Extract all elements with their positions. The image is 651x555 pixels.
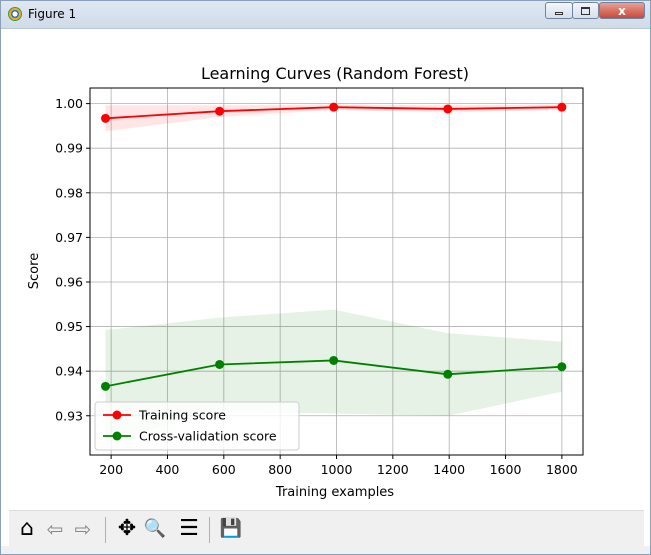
arrow-left-icon: ⇦ bbox=[46, 517, 64, 541]
legend-marker bbox=[112, 410, 122, 420]
minimize-icon bbox=[555, 11, 563, 15]
y-tick-label: 0.96 bbox=[55, 274, 83, 289]
home-icon: ⌂ bbox=[20, 516, 34, 541]
save-button[interactable]: 💾 bbox=[217, 515, 245, 543]
window-title: Figure 1 bbox=[28, 7, 77, 21]
data-point bbox=[557, 102, 567, 112]
y-tick-label: 1.00 bbox=[55, 96, 83, 111]
data-point bbox=[215, 106, 225, 116]
y-tick-label: 0.97 bbox=[55, 230, 83, 245]
zoom-button[interactable]: 🔍 bbox=[141, 515, 169, 543]
x-tick-label: 1600 bbox=[490, 462, 522, 477]
back-button[interactable]: ⇦ bbox=[41, 515, 69, 543]
floppy-disk-icon: 💾 bbox=[219, 518, 243, 539]
close-button[interactable]: x bbox=[599, 2, 645, 19]
home-button[interactable]: ⌂ bbox=[13, 515, 41, 543]
x-tick-label: 200 bbox=[99, 462, 123, 477]
data-point bbox=[329, 355, 339, 365]
configure-subplots-button[interactable]: ☰ bbox=[175, 515, 203, 543]
maximize-icon bbox=[581, 6, 590, 15]
axes: 200 400 600 800 1000 1200 1400 1600 1800 0.93 0.94… bbox=[55, 87, 584, 477]
x-tick-label: 600 bbox=[212, 462, 236, 477]
x-tick-label: 800 bbox=[268, 462, 292, 477]
data-point bbox=[443, 104, 453, 114]
y-tick-label: 0.93 bbox=[55, 408, 83, 423]
learning-curve-chart: 200 400 600 800 1000 1200 1400 1600 1800 0.93 0.94… bbox=[27, 64, 584, 500]
navigation-toolbar: ⌂ ⇦ ⇨ ✥ 🔍 ☰ 💾 bbox=[9, 510, 644, 549]
data-point bbox=[215, 359, 225, 369]
move-icon: ✥ bbox=[117, 516, 137, 541]
chart-title: Learning Curves (Random Forest) bbox=[201, 64, 469, 83]
legend-box bbox=[94, 401, 300, 451]
legend-entry-label: Cross-validation score bbox=[139, 429, 277, 444]
y-axis-label: Score bbox=[27, 253, 42, 289]
arrow-right-icon: ⇨ bbox=[74, 517, 92, 541]
figure-canvas[interactable]: 200 400 600 800 1000 1200 1400 1600 1800 0.93 0.94… bbox=[9, 29, 644, 509]
x-axis-label: Training examples bbox=[275, 485, 394, 500]
grid bbox=[90, 88, 583, 455]
score-bands bbox=[105, 104, 562, 443]
toolbar-separator bbox=[105, 517, 106, 543]
forward-button[interactable]: ⇨ bbox=[69, 515, 97, 543]
x-tick-label: 1200 bbox=[377, 462, 409, 477]
window-bottom-edge bbox=[1, 546, 650, 554]
sliders-icon: ☰ bbox=[179, 516, 199, 541]
y-tick-label: 0.98 bbox=[55, 185, 83, 200]
matplotlib-logo-icon bbox=[8, 7, 22, 21]
data-point bbox=[557, 362, 567, 372]
x-tick-label: 1800 bbox=[546, 462, 578, 477]
x-tick-label: 400 bbox=[156, 462, 180, 477]
pan-button[interactable]: ✥ bbox=[113, 515, 141, 543]
toolbar-separator bbox=[209, 517, 210, 543]
data-point bbox=[100, 113, 110, 123]
title-bar[interactable]: Figure 1 x bbox=[1, 1, 650, 29]
close-icon: x bbox=[618, 3, 626, 18]
data-point bbox=[443, 369, 453, 379]
series-lines bbox=[100, 102, 567, 391]
data-point bbox=[100, 381, 110, 391]
legend: Training score Cross-validation score bbox=[94, 401, 300, 451]
legend-entry-label: Training score bbox=[138, 408, 226, 423]
y-tick-label: 0.94 bbox=[55, 364, 83, 379]
magnifier-icon: 🔍 bbox=[143, 518, 167, 539]
minimize-button[interactable] bbox=[545, 2, 573, 19]
legend-marker bbox=[112, 431, 122, 441]
data-point bbox=[329, 102, 339, 112]
maximize-button[interactable] bbox=[572, 2, 599, 19]
y-tick-label: 0.95 bbox=[55, 319, 83, 334]
x-tick-label: 1400 bbox=[433, 462, 465, 477]
x-tick-label: 1000 bbox=[321, 462, 353, 477]
y-tick-label: 0.99 bbox=[55, 141, 83, 156]
